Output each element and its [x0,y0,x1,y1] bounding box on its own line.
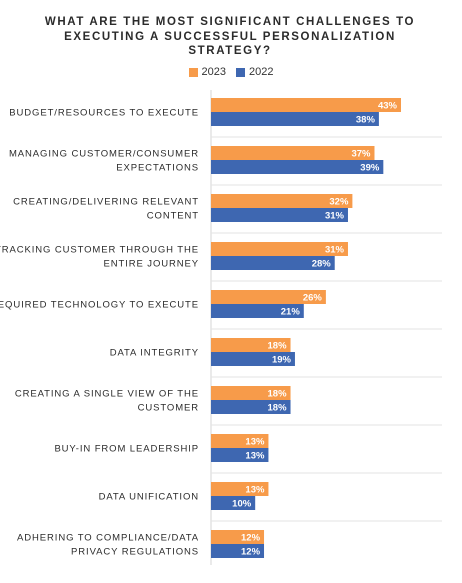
category-label: MANAGING CUSTOMER/CONSUMER [9,149,199,160]
data-label-2022: 10% [232,499,252,510]
bar-2022 [211,496,256,510]
bar-2023 [211,194,353,208]
chart-legend: 2023 2022 [0,66,462,78]
bar-2022 [211,304,304,318]
category-label: DATA UNIFICATION [99,492,199,503]
category-label: EXPECTATIONS [116,163,199,174]
chart-title-line-2: EXECUTING A SUCCESSFUL PERSONALIZATION [64,30,396,43]
bar-2023 [211,338,291,352]
category-label: BUY-IN FROM LEADERSHIP [54,444,199,455]
category-label: CREATING/DELIVERING RELEVANT [13,197,199,208]
bar-2023 [211,482,269,496]
bar-2022 [211,400,291,414]
data-label-2023: 12% [241,533,261,544]
bar-2023 [211,146,375,160]
data-label-2023: 43% [378,101,398,112]
legend-item-2023: 2023 [188,66,226,78]
legend-label-2023: 2023 [201,66,226,78]
data-label-2022: 38% [356,115,376,126]
category-label: BUDGET/RESOURCES TO EXECUTE [9,108,199,119]
category-label: CREATING A SINGLE VIEW OF THE [15,389,199,400]
legend-label-2022: 2022 [249,66,274,78]
category-label: CONTENT [147,211,199,222]
chart-title-line-3: STRATEGY? [188,45,272,57]
data-label-2023: 13% [245,485,265,496]
legend-swatch-2023 [188,67,198,77]
data-label-2022: 28% [312,259,332,270]
data-label-2023: 31% [325,245,345,256]
bar-2022 [211,352,295,366]
data-label-2022: 21% [281,307,301,318]
category-label: ENTIRE JOURNEY [104,259,199,270]
data-label-2023: 18% [268,341,288,352]
bar-2023 [211,98,401,112]
bar-2023 [211,290,326,304]
data-label-2023: 13% [245,437,265,448]
category-label: REQUIRED TECHNOLOGY TO EXECUTE [0,300,199,311]
legend-item-2022: 2022 [236,66,273,78]
data-label-2023: 26% [303,293,323,304]
chart-title: WHAT ARE THE MOST SIGNIFICANT CHALLENGES… [40,15,420,59]
data-label-2023: 18% [268,389,288,400]
chart-title-line-1: WHAT ARE THE MOST SIGNIFICANT CHALLENGES… [44,16,416,28]
data-label-2023: 37% [351,149,371,160]
category-label: CUSTOMER [138,403,199,414]
bar-2022 [211,544,265,558]
data-label-2022: 19% [272,355,292,366]
data-label-2022: 18% [268,403,288,414]
bar-2022 [211,160,384,174]
bar-2023 [211,242,348,256]
category-label: PRIVACY REGULATIONS [71,547,199,558]
bar-2022 [211,256,335,270]
bar-2023 [211,434,269,448]
bar-2022 [211,208,348,222]
bar-2022 [211,112,379,126]
legend-swatch-2022 [236,67,245,77]
bar-2022 [211,448,269,462]
category-label: TRACKING CUSTOMER THROUGH THE [0,245,199,256]
data-label-2022: 31% [325,211,345,222]
category-label: ADHERING TO COMPLIANCE/DATA [17,533,199,544]
data-label-2022: 13% [245,451,265,462]
data-label-2022: 12% [241,547,261,558]
data-label-2023: 32% [329,197,349,208]
bar-2023 [211,530,265,544]
bar-2023 [211,386,291,400]
category-label: DATA INTEGRITY [110,348,199,359]
data-label-2022: 39% [360,163,380,174]
